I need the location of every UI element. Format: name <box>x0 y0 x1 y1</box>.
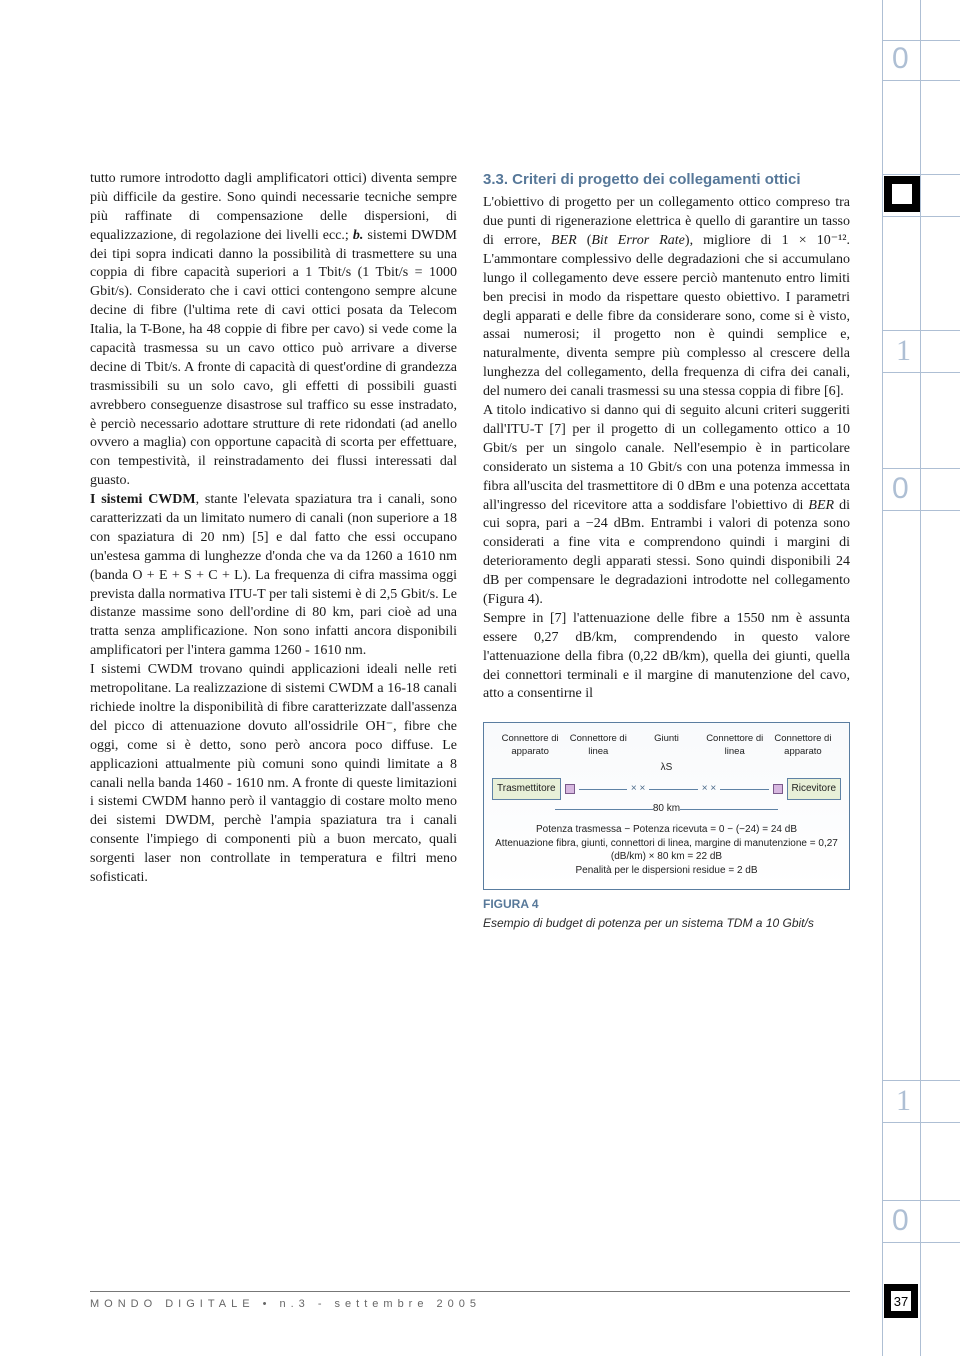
node-icon <box>565 784 575 794</box>
label-conn-app-l: Connettore di apparato <box>496 733 564 759</box>
side-decoration: 0 1 0 1 0 <box>882 0 960 1356</box>
r-p1e: ), migliore di 1 × 10⁻¹². L'ammontare co… <box>483 233 850 399</box>
r-p2c: di cui sopra, pari a −24 dBm. Entrambi i… <box>483 498 850 607</box>
fiber-line <box>649 789 697 790</box>
joint-icon: × × <box>702 782 716 796</box>
fiber-line <box>720 789 768 790</box>
page-footer: MONDO DIGITALE • n.3 - settembre 2005 <box>90 1291 850 1310</box>
left-para-3: I sistemi CWDM trovano quindi applicazio… <box>90 661 457 888</box>
footer-text: MONDO DIGITALE • n.3 - settembre 2005 <box>90 1298 850 1310</box>
receiver-box: Ricevitore <box>787 778 841 800</box>
figure-diagram: Trasmettitore × × × × Ricevitore <box>492 778 841 800</box>
left-p1c: sistemi DWDM dei tipi sopra indicati dan… <box>90 228 457 489</box>
left-para-1: tutto rumore introdotto dagli amplificat… <box>90 170 457 491</box>
figure-top-labels: Connettore di apparato Connettore di lin… <box>492 733 841 759</box>
figure-eq-1: Potenza trasmessa − Potenza ricevuta = 0… <box>492 823 841 837</box>
section-heading: 3.3. Criteri di progetto dei collegament… <box>483 170 850 190</box>
transmitter-box: Trasmettitore <box>492 778 561 800</box>
figure-caption: Esempio di budget di potenza per un sist… <box>483 915 850 931</box>
left-p1-b: b. <box>353 228 364 243</box>
label-conn-app-r: Connettore di apparato <box>769 733 837 759</box>
r-p2b: BER <box>808 498 834 513</box>
figure-caption-label: FIGURA 4 <box>483 896 850 912</box>
fiber-line <box>579 789 627 790</box>
label-conn-line-l: Connettore di linea <box>564 733 632 759</box>
content-columns: tutto rumore introdotto dagli amplificat… <box>90 170 850 931</box>
left-para-2: I sistemi CWDM, stante l'elevata spaziat… <box>90 491 457 661</box>
page: 0 1 0 1 0 tutto rumore introdotto dagli … <box>0 0 960 1356</box>
right-para-2: A titolo indicativo si danno qui di segu… <box>483 402 850 610</box>
label-conn-line-r: Connettore di linea <box>701 733 769 759</box>
right-para-1: L'obiettivo di progetto per un collegame… <box>483 194 850 402</box>
lambda-label: λS <box>492 761 841 775</box>
joint-icon: × × <box>631 782 645 796</box>
distance-label: 80 km <box>492 802 841 816</box>
right-para-3: Sempre in [7] l'attenuazione delle fibre… <box>483 610 850 704</box>
r-p2a: A titolo indicativo si danno qui di segu… <box>483 403 850 512</box>
left-p2b: , stante l'elevata spaziatura tra i cana… <box>90 492 457 658</box>
page-number: 37 <box>884 1284 918 1318</box>
r-p1d: Bit Error Rate <box>591 233 685 248</box>
left-column: tutto rumore introdotto dagli amplificat… <box>90 170 457 931</box>
label-giunti: Giunti <box>632 733 700 759</box>
figure-eq-2: Attenuazione fibra, giunti, connettori d… <box>492 837 841 864</box>
r-p1c: ( <box>577 233 592 248</box>
figure-4-box: Connettore di apparato Connettore di lin… <box>483 722 850 890</box>
node-icon <box>773 784 783 794</box>
figure-eq-3: Penalità per le dispersioni residue = 2 … <box>492 864 841 878</box>
right-column: 3.3. Criteri di progetto dei collegament… <box>483 170 850 931</box>
r-p1b: BER <box>551 233 577 248</box>
cwdm-bold: I sistemi CWDM <box>90 492 196 507</box>
